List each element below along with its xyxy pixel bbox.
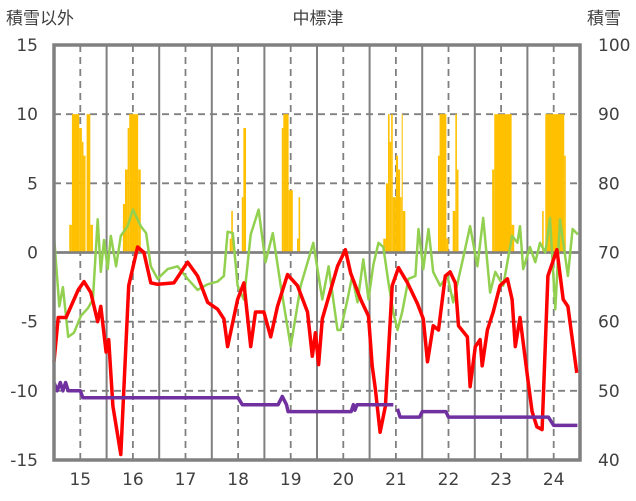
snow-bar [439, 114, 447, 253]
y-tick-label-left: -5 [21, 313, 38, 333]
snow-bar [492, 169, 495, 253]
snow-bar [122, 204, 126, 253]
snow-bar [129, 114, 139, 253]
snow-bar [138, 169, 141, 253]
snow-bar [446, 238, 449, 253]
snow-bar [298, 197, 301, 253]
x-tick-label: 15 [69, 470, 91, 490]
plot-frame [52, 43, 582, 462]
x-tick-label: 22 [438, 470, 460, 490]
snow-bar [395, 155, 399, 253]
snow-bar [402, 211, 406, 253]
series-line-purple [395, 408, 578, 428]
x-tick-label: 18 [227, 470, 249, 490]
x-tick-label: 24 [543, 470, 565, 490]
snow-bar [288, 190, 293, 253]
y-tick-label-right: 70 [598, 244, 620, 264]
snow-bar [86, 114, 91, 253]
y-tick-label-left: -10 [10, 382, 38, 402]
snow-bar [494, 114, 512, 253]
x-tick-label: 21 [385, 470, 407, 490]
snow-bar [83, 155, 86, 253]
snow-bar [398, 169, 401, 253]
snow-bar [542, 211, 544, 253]
snow-bar [389, 141, 392, 253]
snow-bar [391, 114, 393, 253]
y-tick-label-left: 5 [27, 174, 38, 194]
y-tick-label-right: 40 [598, 451, 620, 471]
snow-bar [81, 141, 84, 253]
snow-bar [456, 169, 459, 253]
plot-border [52, 43, 582, 462]
snow-bar [388, 114, 390, 253]
snow-bar [401, 114, 403, 253]
snow-bar [243, 128, 246, 253]
snow-bar [241, 197, 244, 253]
snow-bar [437, 155, 440, 253]
y-tick-label-right: 80 [598, 174, 620, 194]
series-line-green [52, 208, 579, 348]
x-tick-label: 20 [332, 470, 354, 490]
y-tick-label-right: 60 [598, 313, 620, 333]
snow-bar [127, 128, 130, 253]
snow-bar [392, 197, 396, 253]
snow-bar [452, 211, 456, 253]
snow-bar [564, 155, 566, 253]
y-tick-label-right: 50 [598, 382, 620, 402]
x-tick-label: 23 [490, 470, 512, 490]
series-line-red [52, 245, 579, 457]
y-tick-label-left: 15 [16, 36, 38, 56]
y-tick-label-left: 10 [16, 105, 38, 125]
snow-bar [79, 128, 82, 253]
x-tick-label: 19 [280, 470, 302, 490]
snow-bar [125, 169, 128, 253]
snow-bar [400, 197, 402, 253]
y-axis-label-right: 積雪 [587, 9, 621, 29]
snow-bar [71, 114, 80, 253]
snow-bar [229, 238, 232, 253]
y-tick-label-left: -15 [10, 451, 38, 471]
y-tick-label-right: 100 [598, 36, 630, 56]
snow-bar [283, 114, 289, 253]
snow-bar [455, 114, 457, 253]
series-line-purple [52, 380, 394, 414]
snow-bar [281, 128, 284, 253]
y-tick-label-left: 0 [27, 244, 38, 264]
chart-title: 中標津 [293, 9, 344, 29]
y-tick-label-right: 90 [598, 105, 620, 125]
snow-bar [69, 224, 72, 253]
snow-bar [383, 238, 386, 253]
x-tick-label: 16 [122, 470, 144, 490]
series-lines [52, 208, 579, 457]
x-tick-label: 17 [175, 470, 197, 490]
snow-bar [385, 183, 389, 253]
y-axis-label-left: 積雪以外 [6, 9, 74, 29]
snow-bar [297, 238, 299, 253]
snow-bar [90, 224, 93, 253]
